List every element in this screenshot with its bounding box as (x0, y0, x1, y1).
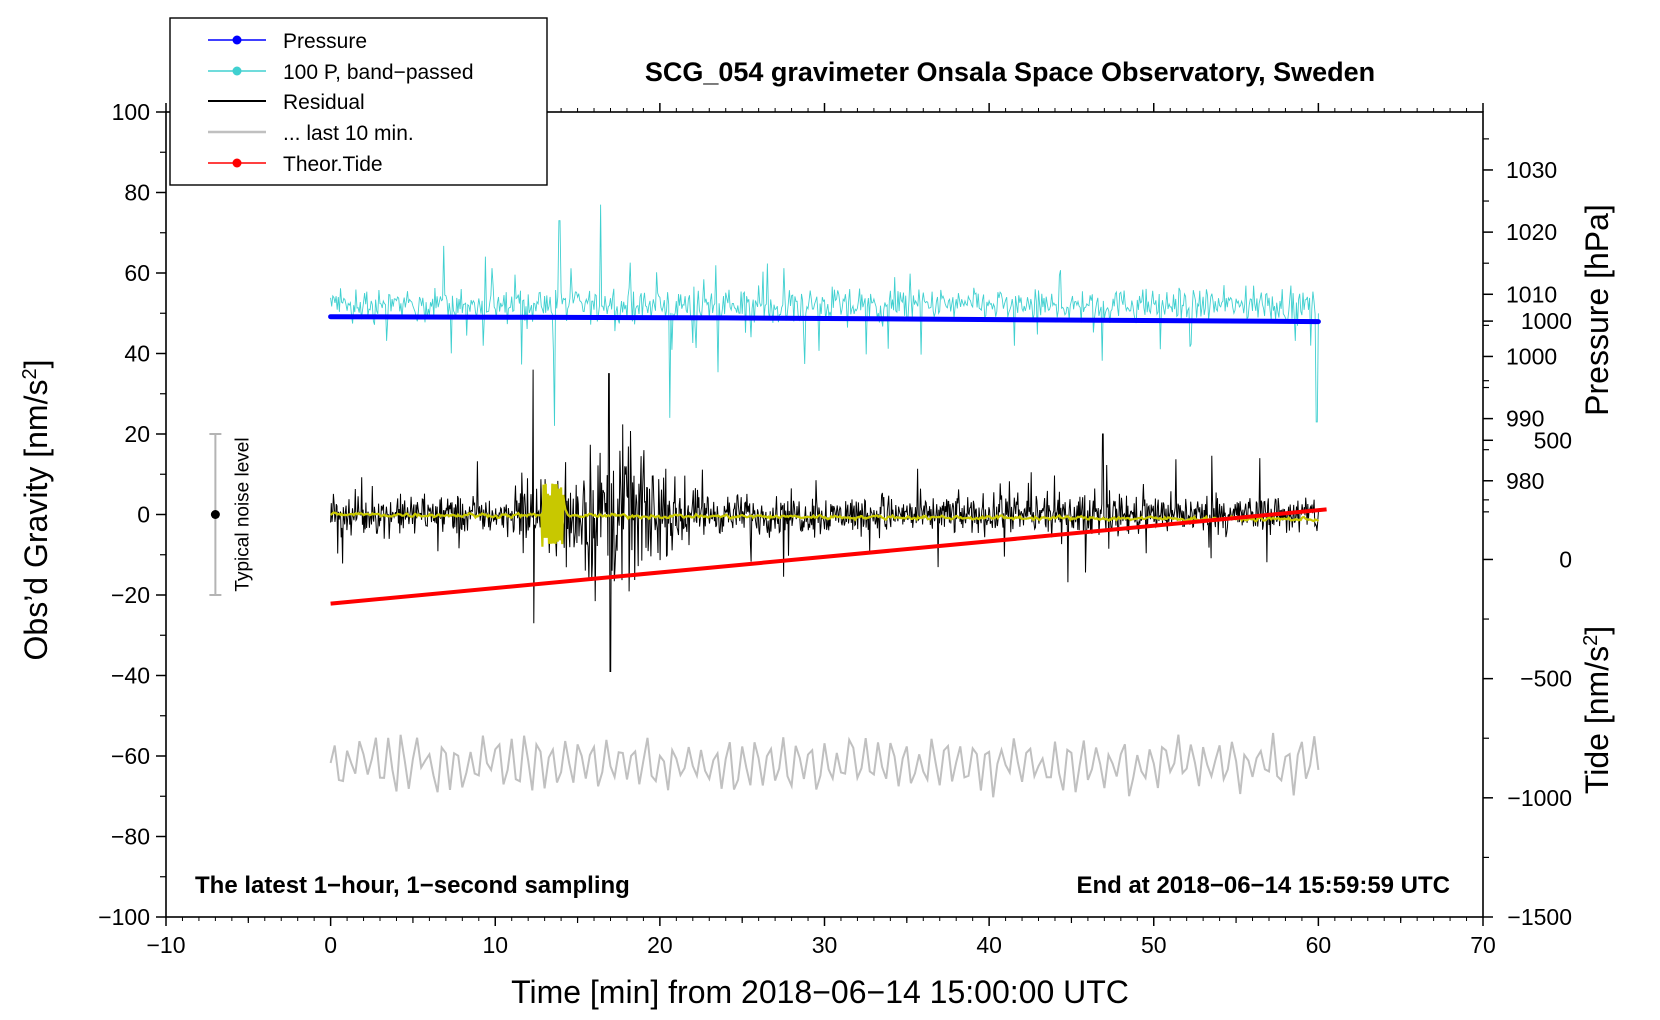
y-axis-label-tide-end: ] (1579, 626, 1615, 635)
y-tick-label-left: 100 (112, 99, 150, 125)
pressure-tick-label: 1010 (1506, 281, 1557, 307)
y-tick-label-left: 20 (124, 421, 150, 447)
series-theoretical-tide (330, 507, 1327, 606)
noise-bar-center (210, 510, 220, 519)
legend-label-tide: Theor.Tide (283, 153, 383, 176)
pressure-tick-label: 1020 (1506, 219, 1557, 245)
legend-item-pressure: Pressure (208, 30, 367, 53)
series-bandpassed-pressure (330, 204, 1319, 426)
pressure-tick-label: 990 (1506, 406, 1544, 432)
legend-item-bandpassed: 100 P, band−passed (208, 61, 474, 84)
tide-tick-label: 500 (1534, 427, 1572, 453)
legend-item-residual: Residual (208, 91, 365, 114)
y-axis-label-left-end: ] (18, 360, 54, 369)
y-tick-label-left: 40 (124, 341, 150, 367)
chart-title: SCG_054 gravimeter Onsala Space Observat… (645, 57, 1375, 87)
series-residual (330, 369, 1319, 672)
y-axis-label-tide-sup: 2 (1580, 635, 1602, 646)
y-tick-label-left: −20 (111, 582, 150, 608)
x-tick-label: 10 (482, 932, 508, 958)
x-tick-label: 0 (324, 932, 337, 958)
noise-level-bar (209, 433, 222, 596)
tide-tick-label: −500 (1520, 666, 1572, 692)
y-tick-label-left: −60 (111, 743, 150, 769)
legend-label-last10: ... last 10 min. (283, 122, 414, 145)
y-axis-label-pressure: Pressure [hPa] (1579, 204, 1615, 416)
tide-tick-label: 1000 (1521, 308, 1572, 334)
y-axis-label-left-sup: 2 (19, 368, 41, 379)
x-tick-label: 70 (1470, 932, 1496, 958)
tide-tick-label: −1500 (1507, 904, 1572, 930)
legend-marker-pressure (232, 35, 242, 45)
x-tick-label: 20 (647, 932, 673, 958)
y-tick-label-left: −100 (98, 904, 150, 930)
x-tick-label: 40 (976, 932, 1002, 958)
x-tick-label: 60 (1306, 932, 1332, 958)
legend-marker-bandpassed (232, 66, 242, 76)
y-tick-label-left: 80 (124, 180, 150, 206)
noise-level-label: Typical noise level (232, 437, 253, 591)
series-pressure (328, 314, 1321, 325)
annotation-sampling: The latest 1−hour, 1−second sampling (195, 872, 630, 899)
series-residual-lowpass (330, 483, 1320, 547)
tide-tick-label: −1000 (1507, 785, 1572, 811)
y-tick-label-left: −80 (111, 824, 150, 850)
ticks-layer: −10 0 10 20 30 40 50 60 70100806040200−20−40−60−… (98, 99, 1572, 958)
series-layer (328, 204, 1327, 798)
legend-label-bandpassed: 100 P, band−passed (283, 61, 474, 84)
legend-item-tide: Theor.Tide (208, 153, 383, 176)
pressure-tick-label: 1000 (1506, 343, 1557, 369)
annotation-end-time: End at 2018−06−14 15:59:59 UTC (1076, 872, 1450, 899)
legend-label-pressure: Pressure (283, 30, 367, 53)
y-tick-label-left: 60 (124, 260, 150, 286)
x-tick-label: 50 (1141, 932, 1167, 958)
legend-item-last10: ... last 10 min. (208, 122, 414, 145)
tide-tick-label: 0 (1559, 546, 1572, 572)
x-tick-label: −10 (146, 932, 185, 958)
y-axis-label-tide: Tide [nm/s2] (1579, 626, 1615, 794)
series-last-10-min (329, 732, 1320, 798)
pressure-tick-label: 980 (1506, 468, 1544, 494)
y-tick-label-left: −40 (111, 663, 150, 689)
y-tick-label-left: 0 (137, 502, 150, 528)
legend-marker-tide (232, 158, 242, 168)
y-axis-label-tide-main: Tide [nm/s (1579, 646, 1615, 794)
x-axis-label: Time [min] from 2018−06−14 15:00:00 UTC (511, 974, 1129, 1010)
y-axis-label-left: Obs’d Gravity [nm/s2] (18, 360, 54, 661)
legend: Pressure 100 P, band−passed Residual ...… (169, 17, 548, 186)
y-axis-label-left-main: Obs’d Gravity [nm/s (18, 380, 54, 661)
legend-label-residual: Residual (283, 91, 365, 114)
x-tick-label: 30 (812, 932, 838, 958)
pressure-tick-label: 1030 (1506, 157, 1557, 183)
